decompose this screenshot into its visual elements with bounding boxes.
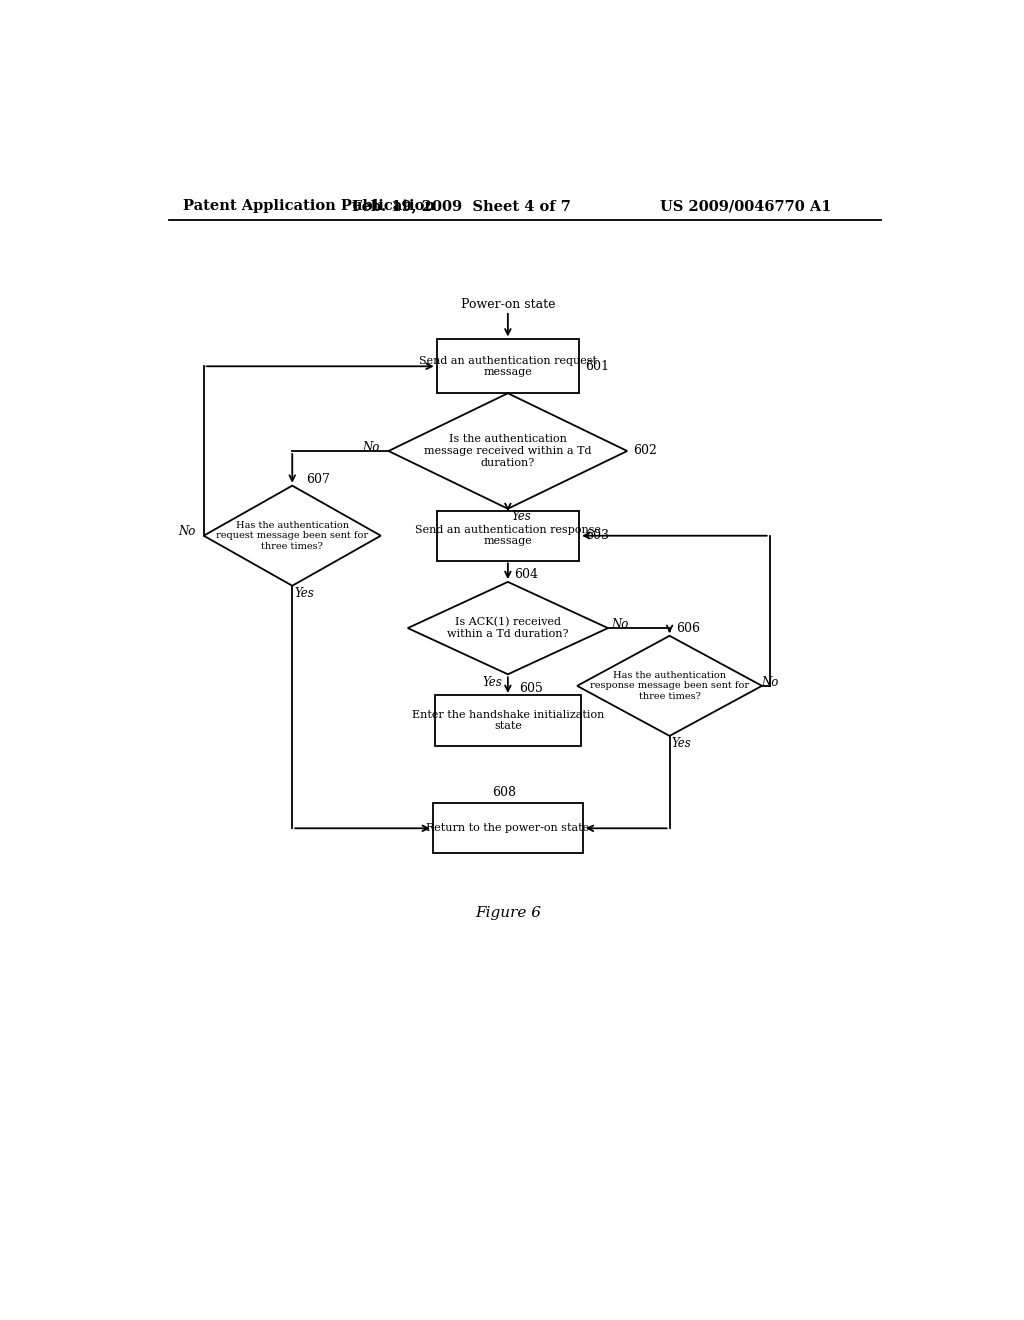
Text: Is ACK(1) received
within a Td duration?: Is ACK(1) received within a Td duration? <box>447 618 568 639</box>
Text: Send an authentication request
message: Send an authentication request message <box>419 355 597 378</box>
Text: Return to the power-on state: Return to the power-on state <box>426 824 590 833</box>
Bar <box>435 696 581 746</box>
Text: 605: 605 <box>519 681 544 694</box>
Polygon shape <box>408 582 608 675</box>
Text: 604: 604 <box>514 568 538 581</box>
Text: Has the authentication
request message been sent for
three times?: Has the authentication request message b… <box>216 521 369 550</box>
Bar <box>433 804 583 853</box>
Text: Patent Application Publication: Patent Application Publication <box>183 199 435 213</box>
Text: No: No <box>361 441 379 454</box>
Text: 606: 606 <box>676 622 699 635</box>
Bar <box>436 339 580 393</box>
Text: Yes: Yes <box>294 587 313 601</box>
Text: No: No <box>761 676 778 689</box>
Polygon shape <box>204 486 381 586</box>
Text: 607: 607 <box>306 473 330 486</box>
Text: 602: 602 <box>634 445 657 458</box>
Text: Yes: Yes <box>512 510 531 523</box>
Text: Is the authentication
message received within a Td
duration?: Is the authentication message received w… <box>424 434 592 467</box>
Text: US 2009/0046770 A1: US 2009/0046770 A1 <box>659 199 831 213</box>
Text: Send an authentication response
message: Send an authentication response message <box>415 525 601 546</box>
Polygon shape <box>388 393 628 508</box>
Text: 603: 603 <box>586 529 609 543</box>
Text: Enter the handshake initialization
state: Enter the handshake initialization state <box>412 710 604 731</box>
Text: No: No <box>178 525 196 539</box>
Text: Feb. 19, 2009  Sheet 4 of 7: Feb. 19, 2009 Sheet 4 of 7 <box>352 199 571 213</box>
Text: No: No <box>611 618 628 631</box>
Bar <box>436 511 580 561</box>
Text: Yes: Yes <box>482 676 503 689</box>
Polygon shape <box>578 636 762 737</box>
Text: Power-on state: Power-on state <box>461 298 555 312</box>
Text: Has the authentication
response message been sent for
three times?: Has the authentication response message … <box>590 671 750 701</box>
Text: Figure 6: Figure 6 <box>475 906 541 920</box>
Text: Yes: Yes <box>672 737 691 750</box>
Text: 608: 608 <box>493 785 516 799</box>
Text: 601: 601 <box>586 360 609 372</box>
